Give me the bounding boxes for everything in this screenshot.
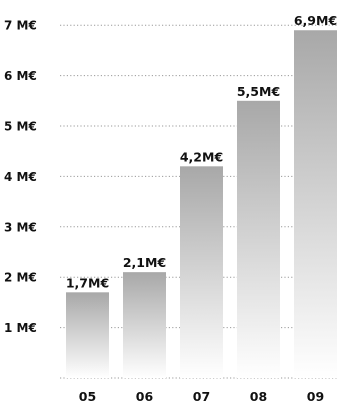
data-labels: 1,7M€ 2,1M€ 4,2M€ 5,5M€ 6,9M€ [66, 13, 337, 290]
x-axis-category-labels: 05 06 07 08 09 [79, 389, 324, 404]
y-tick-label-3: 3 M€ [4, 220, 37, 234]
y-tick-label-6: 6 M€ [4, 69, 37, 83]
y-tick-label-4: 4 M€ [4, 170, 37, 184]
bar-05 [66, 292, 109, 378]
y-tick-label-5: 5 M€ [4, 120, 37, 134]
x-tick-label-08: 08 [250, 389, 267, 404]
y-tick-label-1: 1 M€ [4, 321, 37, 335]
bar-06 [123, 272, 166, 378]
y-tick-label-2: 2 M€ [4, 271, 37, 285]
data-label-09: 6,9M€ [294, 13, 337, 28]
x-tick-label-06: 06 [136, 389, 154, 404]
bar-08 [237, 100, 280, 379]
data-label-05: 1,7M€ [66, 275, 109, 290]
x-tick-label-07: 07 [193, 389, 210, 404]
y-tick-label-7: 7 M€ [4, 19, 37, 33]
bar-09 [294, 30, 337, 379]
bar-07 [180, 166, 223, 378]
bars [66, 30, 337, 379]
y-axis-tick-labels: 1 M€ 2 M€ 3 M€ 4 M€ 5 M€ 6 M€ 7 M€ [4, 19, 37, 335]
data-label-08: 5,5M€ [237, 84, 280, 99]
data-label-06: 2,1M€ [123, 255, 166, 270]
x-tick-label-09: 09 [307, 389, 324, 404]
data-label-07: 4,2M€ [180, 149, 223, 164]
x-tick-label-05: 05 [79, 389, 96, 404]
